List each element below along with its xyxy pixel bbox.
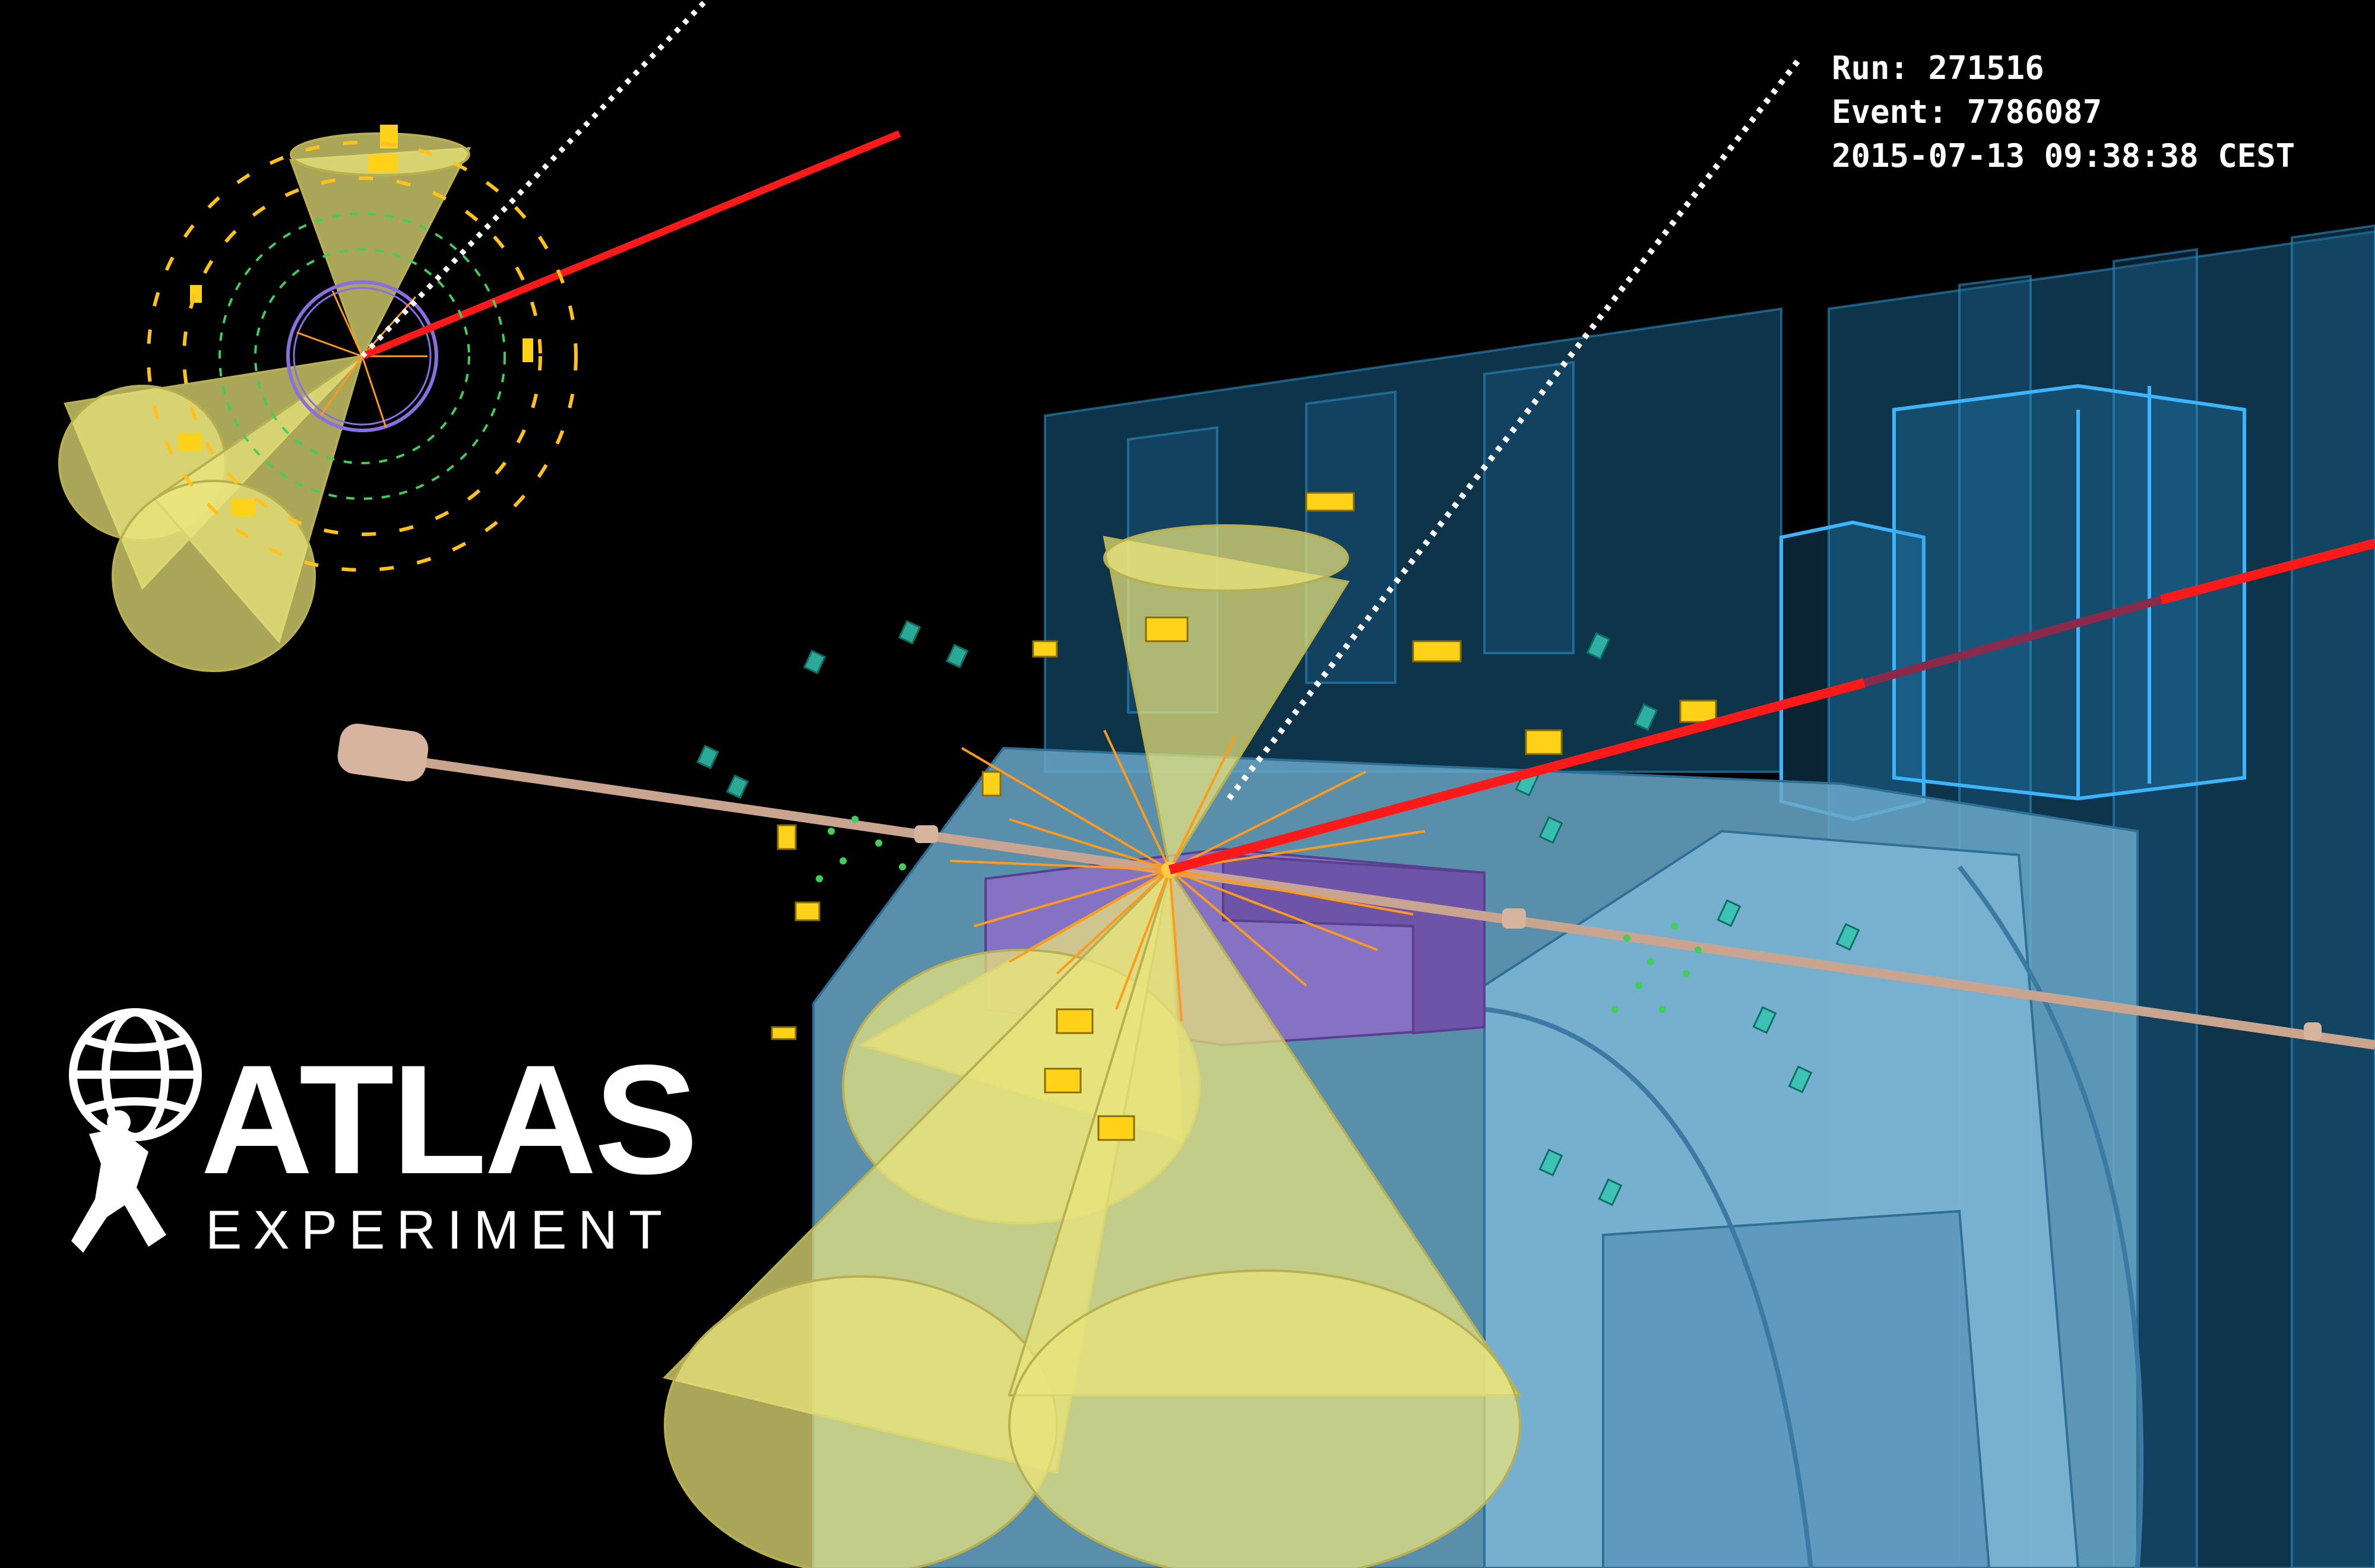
missing-et-line — [1227, 57, 1801, 801]
transverse-view — [58, 0, 901, 672]
atlas-logo-subtitle: EXPERIMENT — [205, 1200, 674, 1260]
charged-tracks — [949, 730, 1426, 1022]
calorimeter-cells — [771, 492, 1717, 1141]
run-number: Run: 271516 — [1832, 49, 2044, 87]
muon-chambers-hit — [1779, 384, 2246, 822]
event-timestamp: 2015-07-13 09:38:38 CEST — [1832, 137, 2295, 175]
atlas-logo-text: ATLAS — [201, 1032, 698, 1206]
atlas-logo-figure — [69, 1008, 202, 1141]
tracker-hits — [816, 816, 1702, 1013]
event-number: Event: 7786087 — [1832, 93, 2102, 131]
muon-track — [1168, 538, 2375, 875]
jet-cones — [663, 524, 1522, 1568]
atlas-logo-body — [71, 1110, 166, 1253]
beam-pipe — [337, 723, 2375, 1050]
event-info: Run: 271516 Event: 7786087 2015-07-13 09:3… — [1832, 46, 2295, 178]
